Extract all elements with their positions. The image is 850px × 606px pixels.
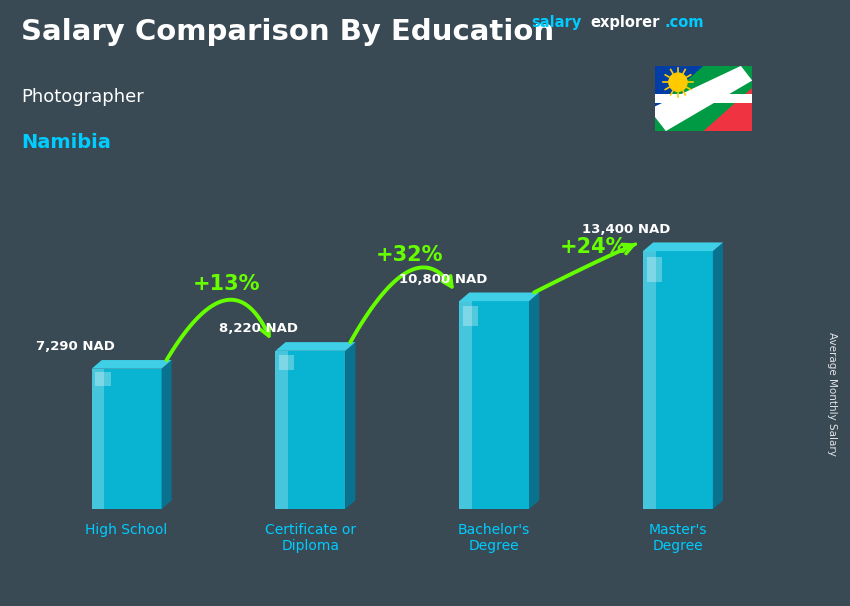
- Polygon shape: [643, 251, 713, 509]
- Text: 13,400 NAD: 13,400 NAD: [582, 222, 671, 236]
- Text: Namibia: Namibia: [21, 133, 111, 152]
- Polygon shape: [459, 301, 529, 509]
- Text: +24%: +24%: [560, 238, 627, 258]
- Polygon shape: [92, 360, 172, 368]
- Text: salary: salary: [531, 15, 581, 30]
- Polygon shape: [162, 360, 172, 509]
- Text: 8,220 NAD: 8,220 NAD: [219, 322, 298, 335]
- Polygon shape: [275, 351, 288, 509]
- Polygon shape: [279, 355, 294, 370]
- Polygon shape: [275, 342, 355, 351]
- Polygon shape: [529, 293, 539, 509]
- Polygon shape: [92, 368, 162, 509]
- Polygon shape: [275, 351, 345, 509]
- Polygon shape: [92, 368, 105, 509]
- Text: Average Monthly Salary: Average Monthly Salary: [827, 332, 837, 456]
- Polygon shape: [654, 66, 703, 131]
- Text: +32%: +32%: [377, 245, 444, 265]
- Text: 7,290 NAD: 7,290 NAD: [36, 341, 115, 353]
- Polygon shape: [713, 242, 723, 509]
- Polygon shape: [647, 258, 662, 282]
- Text: 10,800 NAD: 10,800 NAD: [399, 273, 487, 286]
- Text: explorer: explorer: [591, 15, 660, 30]
- Polygon shape: [654, 66, 752, 131]
- Text: Salary Comparison By Education: Salary Comparison By Education: [21, 18, 554, 46]
- Polygon shape: [459, 301, 472, 509]
- Polygon shape: [654, 93, 752, 104]
- Polygon shape: [703, 66, 752, 131]
- Circle shape: [669, 73, 687, 92]
- Text: .com: .com: [665, 15, 704, 30]
- Polygon shape: [643, 242, 723, 251]
- Polygon shape: [459, 293, 539, 301]
- Text: +13%: +13%: [192, 275, 260, 295]
- Polygon shape: [643, 251, 655, 509]
- Text: Photographer: Photographer: [21, 88, 144, 106]
- Polygon shape: [95, 372, 110, 385]
- Polygon shape: [345, 342, 355, 509]
- Polygon shape: [463, 306, 478, 326]
